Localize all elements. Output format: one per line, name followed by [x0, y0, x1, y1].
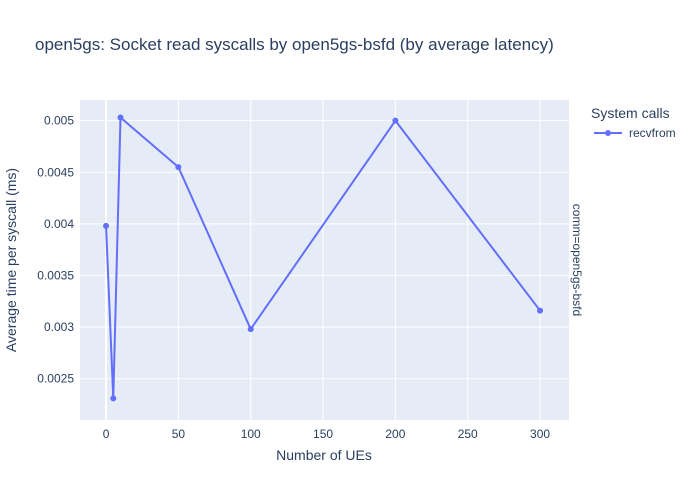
data-point-recvfrom[interactable] — [537, 307, 544, 314]
x-tick-label: 150 — [313, 427, 333, 441]
x-tick-label: 0 — [103, 427, 110, 441]
series — [103, 114, 544, 402]
data-point-recvfrom[interactable] — [247, 326, 254, 333]
legend-title: System calls — [591, 105, 670, 121]
data-point-recvfrom[interactable] — [117, 114, 124, 121]
x-tick-label: 100 — [241, 427, 261, 441]
x-tick-label: 200 — [385, 427, 405, 441]
y-tick-label: 0.0035 — [37, 268, 74, 282]
y-tick-label: 0.003 — [44, 320, 74, 334]
x-tick-label: 300 — [530, 427, 550, 441]
x-tick-label: 50 — [172, 427, 186, 441]
legend[interactable]: System calls recvfrom — [591, 105, 676, 140]
y-axis-title: Average time per syscall (ms) — [3, 168, 19, 352]
data-point-recvfrom[interactable] — [392, 117, 399, 124]
legend-marker-recvfrom — [605, 130, 611, 136]
x-tick-label: 250 — [458, 427, 478, 441]
data-point-recvfrom[interactable] — [110, 395, 117, 402]
legend-label-recvfrom[interactable]: recvfrom — [629, 126, 676, 140]
y-tick-label: 0.004 — [44, 217, 74, 231]
y-tick-label: 0.0025 — [37, 372, 74, 386]
plot-area — [80, 100, 569, 420]
x-axis-title: Number of UEs — [276, 447, 372, 463]
y-tick-label: 0.0045 — [37, 165, 74, 179]
y-tick-label: 0.005 — [44, 114, 74, 128]
facet-label: comm=open5gs-bsfd — [570, 204, 584, 316]
data-point-recvfrom[interactable] — [103, 222, 110, 229]
tick-labels: 0 50 100 150 200 250 300 0.0025 0.003 0.0035 0.004… — [37, 114, 550, 441]
data-point-recvfrom[interactable] — [175, 164, 182, 171]
chart-title: open5gs: Socket read syscalls by open5gs… — [35, 35, 554, 54]
